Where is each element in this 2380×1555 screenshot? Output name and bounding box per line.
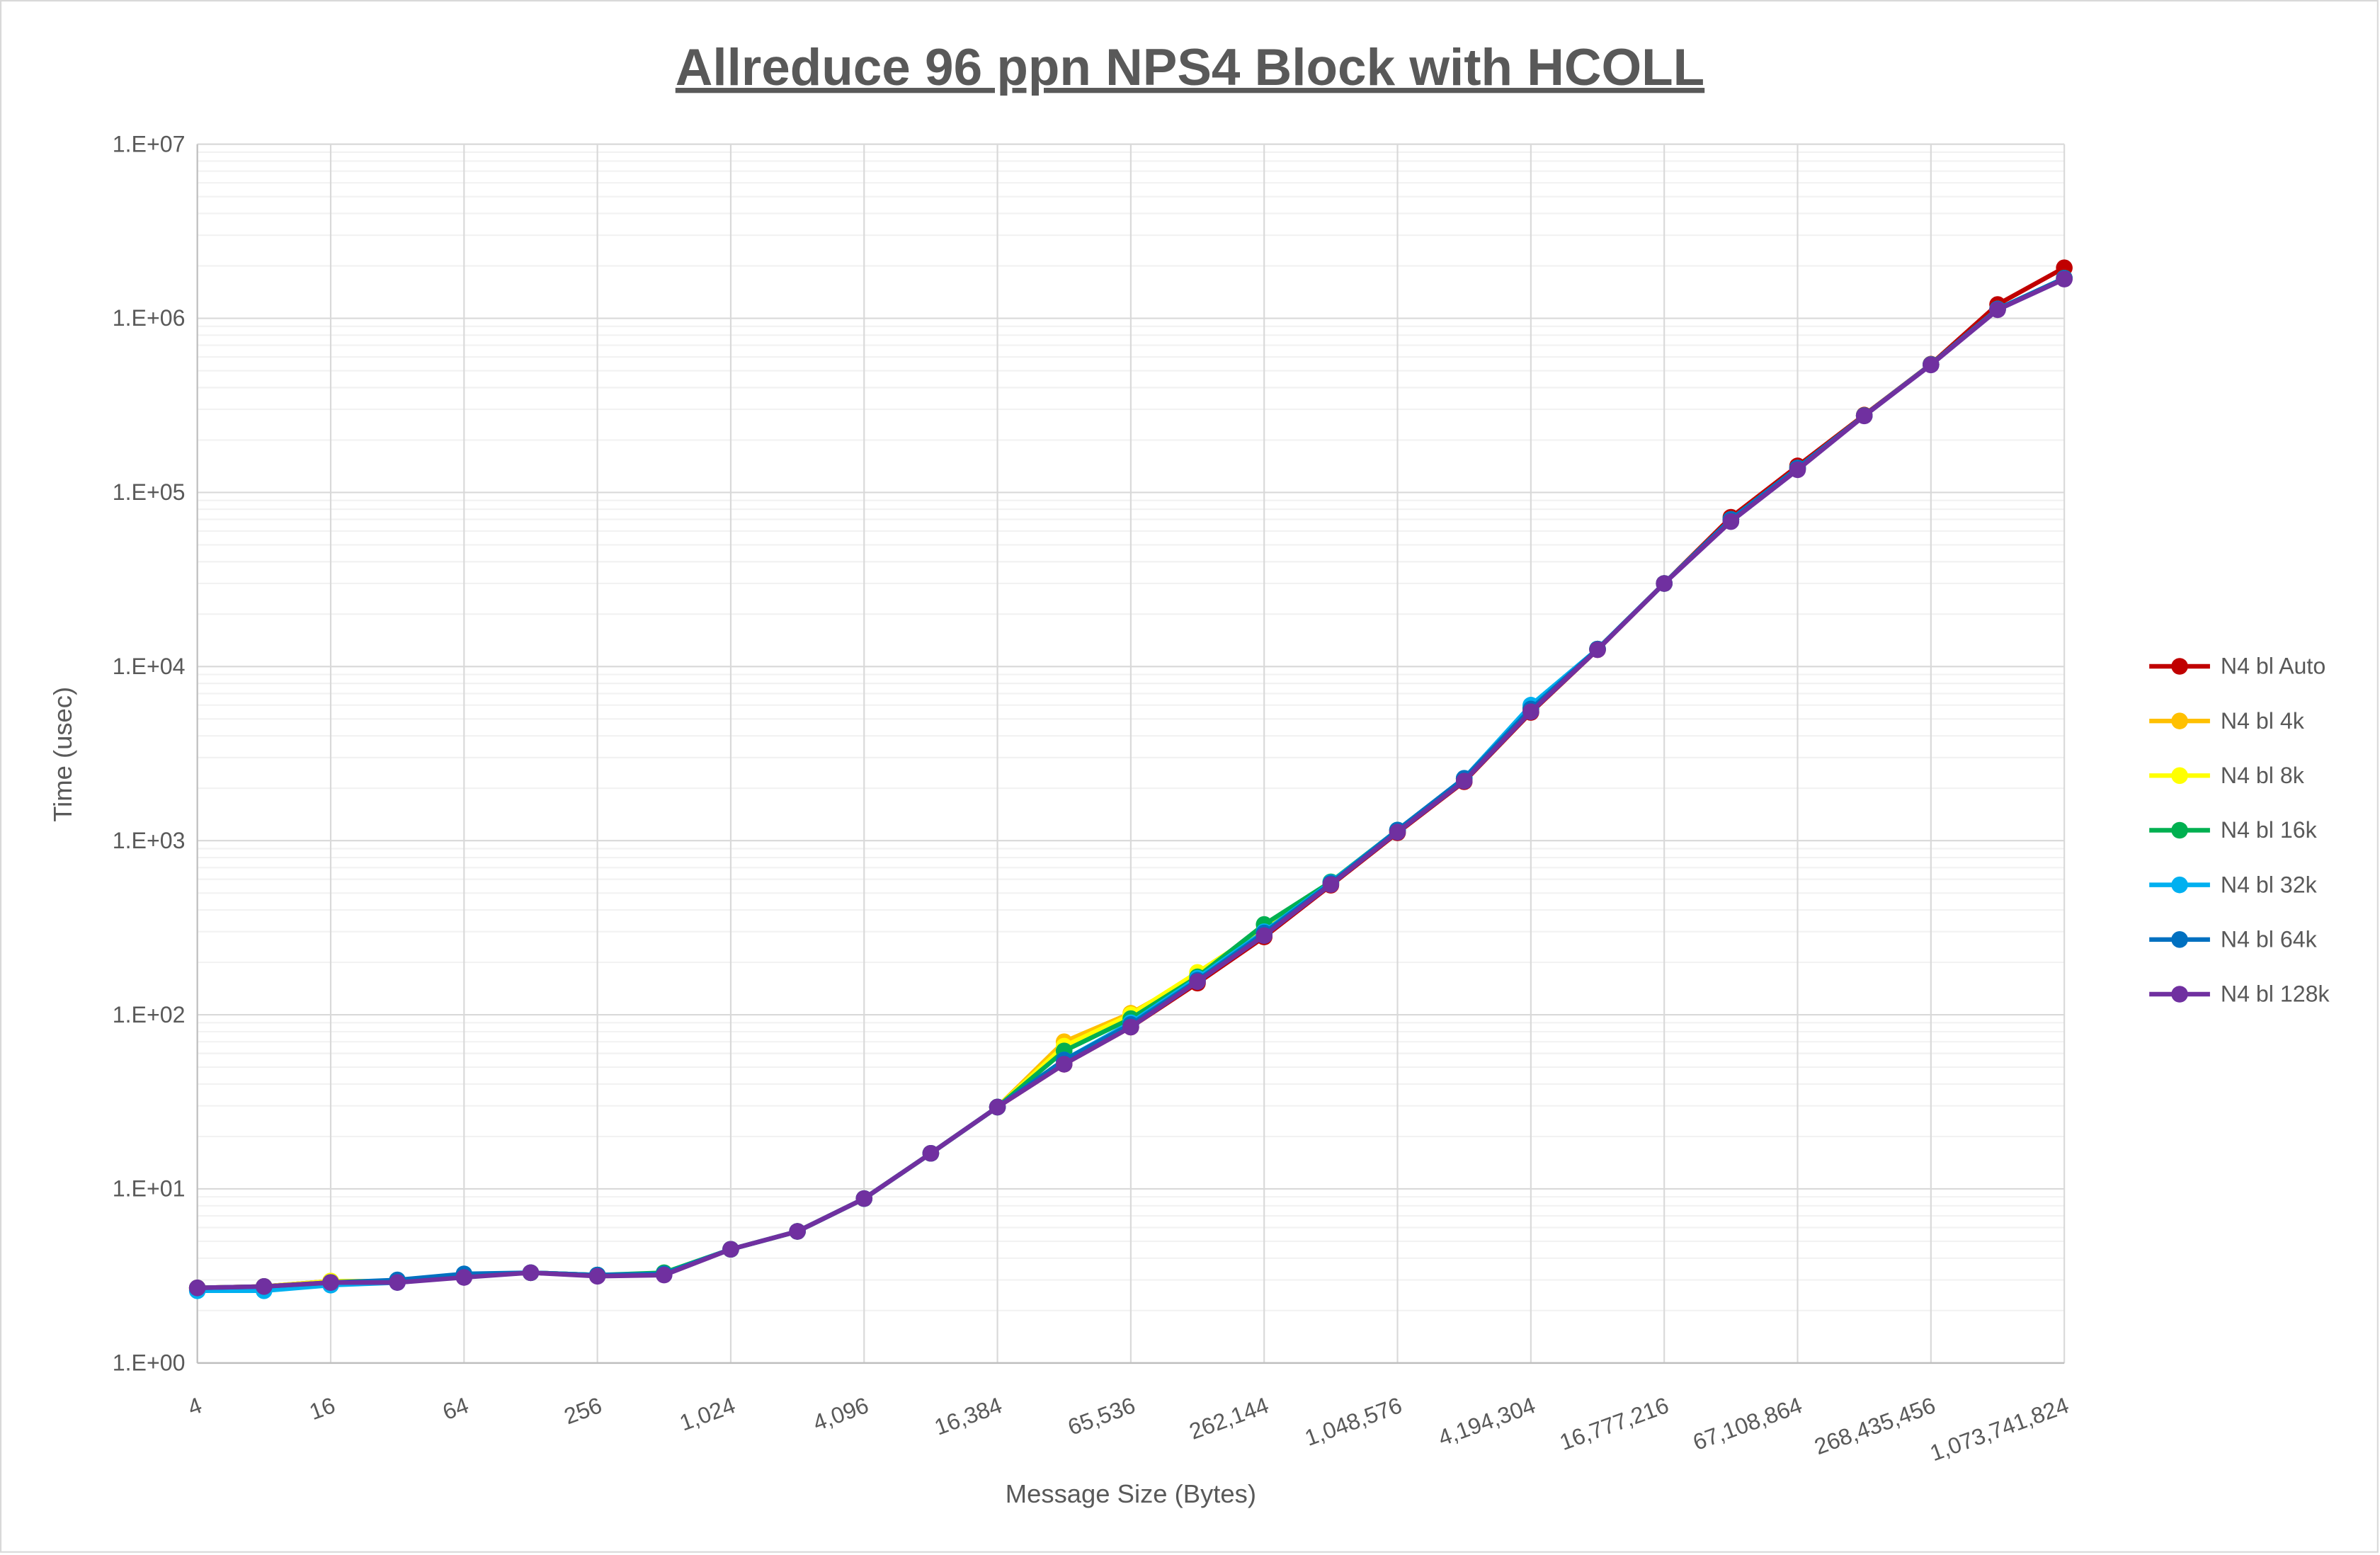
legend-label: N4 bl 8k (2221, 763, 2305, 788)
y-tick-label: 1.E+01 (113, 1176, 186, 1202)
legend-item: N4 bl 8k (2149, 763, 2305, 788)
data-point (455, 1269, 473, 1286)
legend-item: N4 bl 16k (2149, 817, 2318, 843)
y-tick-label: 1.E+07 (113, 131, 186, 156)
data-point (1589, 641, 1606, 659)
y-tick-label: 1.E+03 (113, 828, 186, 853)
data-point (389, 1274, 406, 1291)
legend-label: N4 bl 64k (2221, 927, 2318, 952)
data-point (1989, 301, 2006, 319)
data-point (1656, 575, 1673, 592)
data-point (789, 1223, 806, 1240)
legend-marker (2171, 712, 2188, 729)
data-point (188, 1279, 206, 1297)
data-point (1455, 773, 1473, 790)
data-point (922, 1144, 940, 1162)
legend-label: N4 bl 32k (2221, 872, 2318, 897)
x-axis-title: Message Size (Bytes) (1006, 1479, 1256, 1508)
data-point (1722, 513, 1740, 530)
legend-item: N4 bl 64k (2149, 927, 2318, 952)
data-point (1923, 356, 1940, 374)
series-n4-bl-128k (188, 270, 2073, 1297)
y-tick-label: 1.E+05 (113, 479, 186, 505)
legend-label: N4 bl 128k (2221, 981, 2330, 1007)
legend-item: N4 bl 4k (2149, 708, 2305, 734)
data-point (855, 1190, 873, 1207)
legend-label: N4 bl 16k (2221, 817, 2318, 843)
data-point (989, 1098, 1006, 1116)
chart-title: Allreduce 96 ppn NPS4 Block with HCOLL (676, 39, 1704, 96)
y-axis-title: Time (usec) (48, 687, 77, 822)
data-point (1122, 1018, 1139, 1036)
grid (196, 143, 2066, 1365)
y-tick-label: 1.E+02 (113, 1002, 186, 1027)
data-point (722, 1241, 739, 1258)
data-point (1789, 461, 1806, 479)
legend: N4 bl Auto N4 bl 4k N4 bl 8k N4 bl 16k N4 bl… (2149, 654, 2330, 1007)
legend-label: N4 bl Auto (2221, 654, 2325, 679)
data-point (1322, 876, 1340, 893)
legend-label: N4 bl 4k (2221, 708, 2305, 734)
data-point (522, 1264, 540, 1282)
data-point (322, 1274, 339, 1291)
legend-marker (2171, 658, 2188, 675)
legend-marker (2171, 876, 2188, 894)
legend-item: N4 bl 32k (2149, 872, 2318, 897)
data-point (1256, 927, 1273, 945)
data-point (1189, 973, 1206, 991)
data-point (1522, 703, 1539, 720)
legend-marker (2171, 931, 2188, 948)
y-tick-label: 1.E+00 (113, 1350, 186, 1376)
series-group (188, 259, 2073, 1299)
data-point (2056, 270, 2073, 287)
legend-item: N4 bl 128k (2149, 981, 2330, 1007)
data-point (256, 1278, 273, 1295)
data-point (1389, 824, 1406, 841)
legend-item: N4 bl Auto (2149, 654, 2325, 679)
data-point (588, 1268, 606, 1285)
legend-marker (2171, 821, 2188, 839)
data-point (1055, 1056, 1073, 1073)
legend-marker (2171, 767, 2188, 785)
legend-marker (2171, 986, 2188, 1003)
y-tick-label: 1.E+04 (113, 654, 186, 679)
data-point (1855, 407, 1873, 425)
y-axis: 1.E+00 1.E+01 1.E+02 1.E+03 1.E+04 1.E+05 1.E+… (113, 131, 186, 1375)
data-point (655, 1266, 673, 1284)
y-tick-label: 1.E+06 (113, 305, 186, 331)
